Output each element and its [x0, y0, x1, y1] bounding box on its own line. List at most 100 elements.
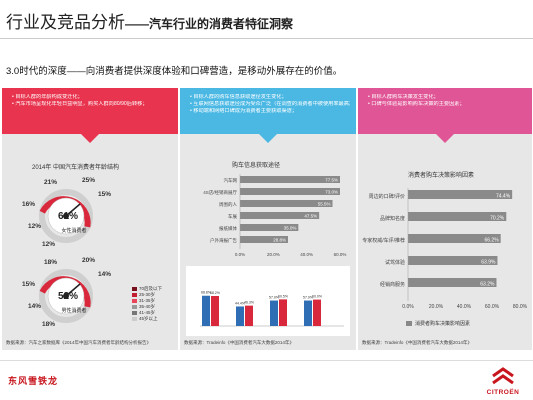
bar [240, 236, 288, 243]
bar [202, 295, 210, 326]
gauge-segment-label: 16% [22, 201, 35, 208]
callout-bullet: 目标人群购车决策发生变化； [368, 94, 526, 101]
legend-label: 25-30岁 [139, 292, 156, 297]
tick-label: 60.0% [485, 304, 500, 310]
citroen-logo: CITROËN [480, 366, 526, 396]
bar [408, 212, 507, 221]
legend-item: 35-40岁 [132, 304, 162, 310]
legend-label: 消费者购车决策影响因素 [415, 321, 471, 327]
legend-item: 25-30岁 [132, 292, 162, 298]
tick-label: 0.0% [235, 252, 245, 257]
legend-label: 31-35岁 [139, 298, 156, 303]
callout-arrow [81, 134, 99, 143]
gauge-segment-label: 14% [98, 271, 111, 278]
source-note: 数据来源：Tradeinfo《中国消费者汽车大数据2014年》 [184, 340, 294, 345]
panel-info-channels: 目标人群的购车信息获取途径发生变化；互联网信息获取途径成为受众广泛（在调查的消费… [180, 88, 356, 350]
bar-value-label: 35.0% [284, 226, 297, 231]
category-label: 4S店/经销商展厅 [203, 189, 237, 196]
bar [279, 299, 287, 326]
bar [408, 256, 498, 265]
bar-value-label: 63.9% [481, 260, 496, 266]
legend-swatch [132, 287, 137, 291]
bar-value-label: 73.0% [325, 190, 338, 195]
category-label: 周围的人 [219, 201, 237, 208]
category-label: 专家权威/车评/推荐 [362, 237, 405, 244]
gauge-segment-label: 18% [42, 321, 55, 328]
bar [408, 278, 497, 287]
callout-arrow [259, 134, 277, 143]
bar [240, 212, 320, 219]
bar-value-label: 77.5% [325, 178, 338, 183]
gauge-segment-label: 15% [98, 191, 111, 198]
gauge-track [39, 189, 93, 243]
panel-age-structure: 目标人群的年龄构成变迁化；汽车市场呈现化年轻日益明显，购买人群向80/90后转移… [2, 88, 178, 350]
tick-label: 60.0% [334, 252, 347, 257]
bar [270, 300, 278, 326]
bar-value-label: 46.3% [244, 301, 254, 305]
bar-value-label: 74.4% [496, 194, 511, 200]
gauge-hub [63, 293, 69, 299]
gauge-value: 61% [58, 211, 78, 222]
panel-decision-factors: 目标人群购车决策发生变化；口碑与体验是影响购车决策的主要因素； 消费者购车决策影… [358, 88, 532, 350]
chart-title: 2014年 中国汽车消费者年龄结构 [32, 165, 120, 171]
bar-value-label: 55.5% [318, 202, 331, 207]
gauge-needle [65, 203, 81, 217]
legend-item: 45岁以上 [132, 316, 162, 322]
bar-value-label: 57.9% [269, 296, 279, 300]
callout-bullet: 互联网信息获取途径成为受众广泛（在调查的消费者中被使用率最高） [190, 101, 350, 108]
gauge-segment-label: 25% [82, 177, 95, 184]
bar [240, 224, 299, 231]
bar-value-label: 60.5% [278, 294, 288, 298]
callout-arrow [436, 134, 454, 143]
legend-item: 70后及以下 [132, 286, 162, 292]
gauge-segment-label: 12% [28, 223, 41, 230]
tick-label: 20.0% [267, 252, 280, 257]
callout-bullet: 口碑与体验是影响购车决策的主要因素； [368, 101, 526, 108]
bar [240, 176, 340, 183]
category-label: 品牌知名度 [380, 215, 405, 222]
legend-swatch [132, 317, 137, 321]
decision-factor-chart: 周边的口碑/评价 74.4% 品牌知名度 70.2% 专家权威/车评/推荐 66.2% 试驾… [362, 188, 528, 310]
bar-value-label: 47.5% [304, 214, 317, 219]
bar-value-label: 70.2% [490, 216, 505, 222]
bar-value-label: 28.8% [273, 238, 286, 243]
gauge-segment-label: 21% [44, 179, 57, 186]
category-label: 车展 [228, 213, 237, 220]
callout-list: 目标人群购车决策发生变化；口碑与体验是影响购车决策的主要因素； [368, 94, 526, 108]
callout-bullet: 目标人群的年龄构成变迁化； [12, 94, 172, 101]
citroen-chevron-icon [492, 367, 514, 385]
legend-label: 35-40岁 [139, 304, 156, 309]
gauge-label: 男性消费者 [61, 307, 86, 314]
legend-label: 45岁以上 [139, 316, 158, 321]
callout-list: 目标人群的年龄构成变迁化；汽车市场呈现化年轻日益明显，购买人群向80/90后转移… [12, 94, 172, 108]
bar-value-label: 68.8% [201, 291, 211, 295]
chart-background [186, 266, 350, 336]
title-text: 行业及竞品分析 [6, 13, 125, 32]
chart-title: 消费者购车决策影响因素 [408, 173, 475, 179]
legend-item: 31-35岁 [132, 298, 162, 304]
category-label: 周边的口碑/评价 [369, 193, 405, 200]
gauge-label: 女性消费者 [61, 227, 86, 234]
title-subtitle: ——汽车行业的消费者特征洞察 [125, 17, 294, 31]
gauge-segment-label: 15% [22, 281, 35, 288]
gauge-segment-label: 18% [44, 259, 57, 266]
bar-value-label: 63.2% [480, 282, 495, 288]
gauge-female: 61% 女性消费者 21% 25%15% 16% 12% 12% [22, 177, 111, 248]
category-label: 报纸媒体 [219, 225, 237, 232]
source-note: 数据来源：汽车之家数据库《2014年中国汽车消费者年龄结构分析报告》 [6, 340, 152, 345]
decision-legend: 消费者购车决策影响因素 [406, 320, 470, 327]
age-legend: 70后及以下 25-30岁 31-35岁 35-40岁 41-45岁 45岁以上 [132, 286, 162, 322]
dongfeng-citroen-logo: 东风雪铁龙 [8, 376, 59, 386]
gauge-segment-label: 12% [42, 241, 55, 248]
tick-label: 40.0% [300, 252, 313, 257]
chart-title: 购车信息获取途径 [232, 163, 281, 169]
bar [245, 305, 253, 326]
bar [304, 300, 312, 326]
bar [240, 200, 333, 207]
legend-swatch [132, 293, 137, 297]
callout-blue: 目标人群的购车信息获取途径发生变化；互联网信息获取途径成为受众广泛（在调查的消费… [180, 88, 356, 134]
gauge-track [39, 269, 93, 323]
citroen-wordmark: CITROËN [486, 389, 520, 396]
tick-label: 40.0% [457, 304, 472, 310]
